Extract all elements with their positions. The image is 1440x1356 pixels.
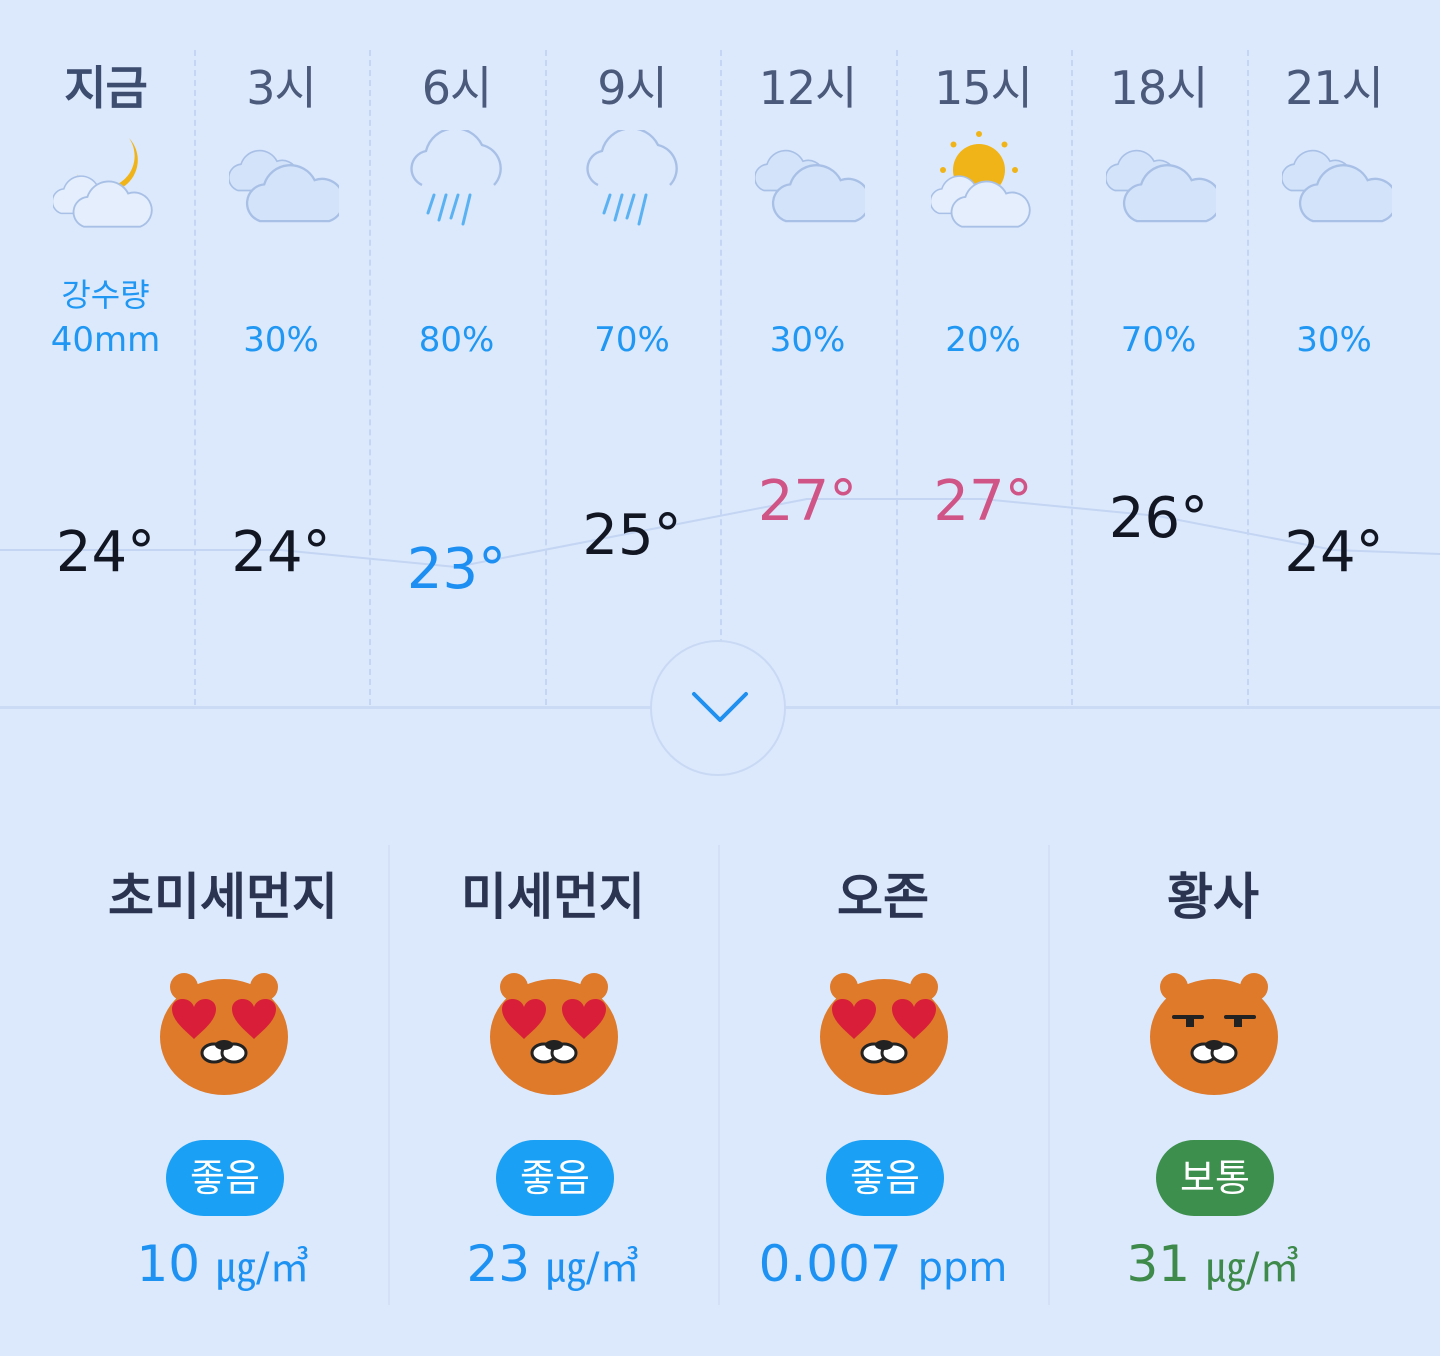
forecast-column: 18시 70% 26° <box>1071 0 1246 705</box>
precip-value: 70% <box>594 320 670 360</box>
status-badge: 좋음 <box>826 1140 944 1216</box>
forecast-hour: 3시 <box>246 61 317 115</box>
value-unit: ppm <box>917 1245 1008 1291</box>
cloud-icon <box>227 130 345 240</box>
forecast-hour: 21시 <box>1285 61 1384 115</box>
precip-value: 20% <box>945 320 1021 360</box>
forecast-column: 지금 강수량 40mm 24° <box>18 0 193 705</box>
pollutant-name: 초미세먼지 <box>108 868 338 926</box>
forecast-temp: 24° <box>55 520 156 585</box>
neutral-face-icon <box>1148 965 1280 1097</box>
forecast-temp: 25° <box>582 503 682 568</box>
chevron-down-icon <box>692 692 748 722</box>
precip-value: 30% <box>243 320 319 360</box>
forecast-column: 15시 20% 27° <box>895 0 1071 705</box>
heart-eyes-face-icon <box>488 965 620 1097</box>
forecast-temp: 27° <box>757 469 858 534</box>
sun-cloud-icon <box>929 130 1041 240</box>
pollutant-value: 31 ㎍/㎥ <box>1048 1235 1378 1293</box>
rain-icon <box>404 127 514 240</box>
pollutant-name: 황사 <box>1167 868 1259 926</box>
column-separator <box>718 845 720 1305</box>
heart-eyes-face-icon <box>158 965 290 1097</box>
air-quality-item: 초미세먼지 좋음 10 ㎍/㎥ <box>58 845 388 1305</box>
forecast-hour: 18시 <box>1109 61 1209 115</box>
column-separator <box>544 50 547 705</box>
air-quality-section: 초미세먼지 좋음 10 ㎍/㎥ 미세먼지 좋음 23 ㎍/㎥ 오존 <box>58 845 1380 1305</box>
expand-forecast-button[interactable] <box>650 640 786 776</box>
hourly-forecast: 지금 강수량 40mm 24° 3시 30% 24° 6시 <box>0 0 1440 705</box>
forecast-column: 9시 70% 25° <box>544 0 720 705</box>
forecast-column: 12시 30% 27° <box>720 0 895 705</box>
air-quality-item: 황사 보통 31 ㎍/㎥ <box>1048 845 1378 1305</box>
pollutant-value: 10 ㎍/㎥ <box>58 1235 388 1293</box>
column-separator <box>1071 50 1073 705</box>
forecast-hour: 9시 <box>597 61 668 115</box>
pollutant-value: 23 ㎍/㎥ <box>388 1235 718 1293</box>
precip-value: 70% <box>1120 320 1197 360</box>
night-cloud-icon <box>51 130 163 240</box>
precip-value: 30% <box>769 320 846 360</box>
cloud-icon <box>1104 130 1222 240</box>
pollutant-name: 미세먼지 <box>461 868 645 926</box>
column-separator <box>720 50 722 705</box>
column-separator <box>388 845 390 1305</box>
value-unit: ㎍/㎥ <box>216 1245 310 1291</box>
forecast-temp: 24° <box>231 520 331 585</box>
forecast-column: 21시 30% 24° <box>1246 0 1422 705</box>
column-separator <box>369 50 371 705</box>
value-unit: ㎍/㎥ <box>1206 1245 1300 1291</box>
precip-value: 80% <box>418 320 495 360</box>
forecast-hour: 12시 <box>758 61 858 115</box>
forecast-temp: 27° <box>933 469 1033 534</box>
column-separator <box>1048 845 1050 1305</box>
cloud-icon <box>753 130 871 240</box>
precip-value: 30% <box>1296 320 1372 360</box>
value-unit: ㎍/㎥ <box>546 1245 640 1291</box>
air-quality-item: 미세먼지 좋음 23 ㎍/㎥ <box>388 845 718 1305</box>
value-number: 10 <box>136 1235 201 1293</box>
rain-icon <box>580 127 690 240</box>
column-separator <box>895 50 898 705</box>
forecast-hour: 지금 <box>64 61 148 115</box>
status-badge: 좋음 <box>166 1140 284 1216</box>
forecast-temp: 23° <box>406 537 507 602</box>
precip-label: 강수량 <box>61 276 150 314</box>
value-number: 31 <box>1126 1235 1191 1293</box>
status-badge: 좋음 <box>496 1140 614 1216</box>
forecast-temp: 26° <box>1108 486 1209 551</box>
value-number: 23 <box>466 1235 531 1293</box>
pollutant-name: 오존 <box>837 868 929 926</box>
status-badge: 보통 <box>1156 1140 1274 1216</box>
precip-value: 40mm <box>50 320 161 360</box>
forecast-hour: 6시 <box>421 61 493 115</box>
forecast-temp: 24° <box>1284 520 1384 585</box>
cloud-icon <box>1280 130 1398 240</box>
column-separator <box>193 50 196 705</box>
heart-eyes-face-icon <box>818 965 950 1097</box>
forecast-hour: 15시 <box>934 61 1033 115</box>
temperature-trend-line <box>0 498 1440 569</box>
forecast-column: 3시 30% 24° <box>193 0 369 705</box>
column-separator <box>1246 50 1249 705</box>
forecast-column: 6시 80% 23° <box>369 0 544 705</box>
pollutant-value: 0.007 ppm <box>718 1235 1048 1293</box>
value-number: 0.007 <box>758 1235 902 1293</box>
air-quality-item: 오존 좋음 0.007 ppm <box>718 845 1048 1305</box>
